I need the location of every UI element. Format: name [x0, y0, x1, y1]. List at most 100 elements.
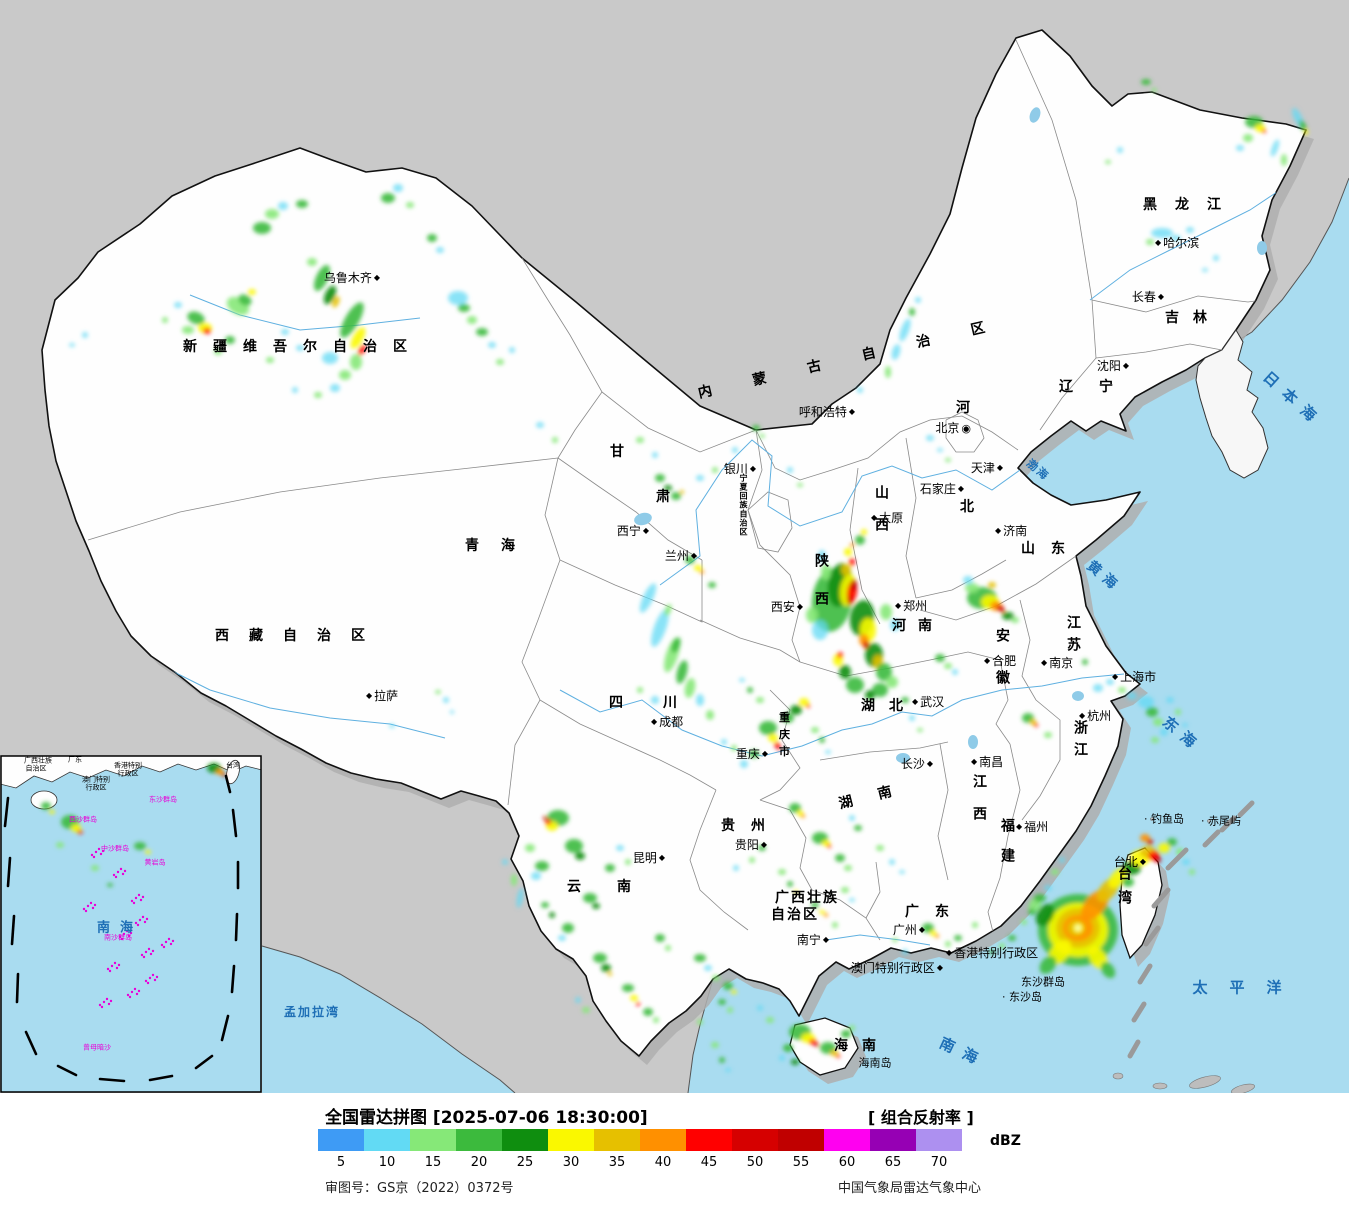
- radar-echo: [664, 485, 672, 491]
- radar-echo: [340, 302, 364, 338]
- radar-echo: [782, 713, 794, 723]
- radar-echo: [731, 990, 737, 994]
- radar-echo: [847, 595, 853, 605]
- radar-echo: [1001, 609, 1005, 613]
- scale-value: 5: [336, 1155, 346, 1170]
- radar-echo: [1011, 617, 1019, 623]
- inset-frame: [0, 755, 262, 1093]
- scale-value: 35: [608, 1155, 626, 1170]
- scale-value: 45: [700, 1155, 718, 1170]
- radar-echo: [850, 543, 854, 547]
- radar-echo: [915, 297, 921, 303]
- reef-mark: [169, 942, 173, 946]
- radar-echo: [806, 704, 810, 708]
- reef-mark: [138, 918, 142, 922]
- reef-mark: [136, 923, 140, 927]
- radar-echo: [265, 209, 279, 219]
- radar-echo: [1044, 885, 1052, 891]
- radar-echo: [846, 677, 864, 693]
- radar-echo: [145, 850, 151, 854]
- scale-cell: 45: [686, 1129, 732, 1170]
- radar-echo: [82, 332, 88, 338]
- radar-echo: [790, 705, 802, 715]
- radar-echo: [839, 665, 851, 679]
- reef-mark: [130, 899, 134, 903]
- radar-echo: [536, 422, 544, 428]
- radar-echo: [718, 999, 726, 1005]
- radar-echo: [49, 810, 55, 814]
- radar-echo: [747, 687, 753, 693]
- radar-echo: [899, 870, 905, 874]
- radar-echo: [458, 304, 470, 312]
- radar-echo: [107, 883, 113, 887]
- radar-echo: [358, 344, 366, 356]
- radar-echo: [836, 1054, 840, 1058]
- radar-echo: [1059, 857, 1065, 863]
- reef-mark: [113, 961, 117, 965]
- radar-echo: [694, 954, 706, 962]
- radar-echo: [768, 734, 778, 742]
- radar-echo: [945, 941, 951, 947]
- reef-mark: [145, 917, 149, 921]
- radar-echo: [697, 1019, 703, 1025]
- radar-echo: [1075, 925, 1081, 931]
- reef-mark: [160, 943, 164, 947]
- radar-echo: [811, 902, 819, 908]
- radar-echo: [575, 852, 585, 860]
- radar-echo: [575, 997, 581, 1003]
- radar-echo: [902, 949, 908, 955]
- radar-echo: [1138, 696, 1154, 708]
- reef-mark: [162, 945, 166, 949]
- radar-echo: [922, 923, 934, 933]
- radar-echo: [989, 950, 995, 954]
- radar-echo: [876, 663, 892, 681]
- radar-echo: [531, 872, 541, 880]
- radar-echo: [740, 760, 748, 768]
- radar-echo: [296, 200, 308, 208]
- radar-echo: [901, 697, 909, 703]
- scale-value: 60: [838, 1155, 856, 1170]
- radar-echo: [876, 845, 884, 851]
- scale-cell: 70: [916, 1129, 962, 1170]
- radar-echo: [1117, 147, 1123, 153]
- island-chain-dash: [1137, 963, 1153, 985]
- radar-echo: [1118, 687, 1126, 693]
- reef-mark: [114, 875, 118, 879]
- product-label: [ 组合反射率 ]: [868, 1108, 974, 1127]
- radar-echo: [1035, 903, 1055, 927]
- dbz-unit-label: dBZ: [990, 1133, 1021, 1149]
- scale-swatch: [594, 1129, 640, 1151]
- radar-echo: [935, 934, 939, 938]
- radar-echo: [945, 458, 951, 462]
- scale-cell: 60: [824, 1129, 870, 1170]
- color-scale: 5 10 15 20 25 30 35 40 45 50 55 60 65 70: [318, 1129, 962, 1170]
- radar-echo: [448, 291, 468, 305]
- island-chain-dash: [1237, 800, 1255, 818]
- radar-echo: [700, 570, 704, 574]
- south-china-sea-inset: [0, 755, 262, 1093]
- scale-cell: 15: [410, 1129, 456, 1170]
- russia-coastline: [1221, 177, 1349, 351]
- radar-echo: [835, 854, 845, 862]
- reef-mark: [130, 990, 134, 994]
- inset-island-marks: [82, 847, 175, 1009]
- radar-echo: [436, 247, 444, 253]
- scale-value: 65: [884, 1155, 902, 1170]
- reef-mark: [127, 934, 131, 938]
- radar-echo: [732, 447, 738, 453]
- radar-echo: [694, 565, 702, 571]
- radar-echo: [885, 366, 891, 378]
- radar-echo: [350, 327, 366, 349]
- legend-panel: 全国雷达拼图 [2025-07-06 18:30:00] [ 组合反射率 ] 5…: [0, 1093, 1349, 1208]
- nine-dash-segment: [224, 774, 232, 794]
- myanmar-coastline: [261, 945, 516, 1093]
- radar-echo: [443, 697, 449, 703]
- radar-echo: [1262, 129, 1266, 133]
- scale-value: 55: [792, 1155, 810, 1170]
- reef-mark: [98, 1003, 102, 1007]
- reef-mark: [129, 931, 133, 935]
- island-chain-dash: [1202, 829, 1221, 848]
- scale-swatch: [778, 1129, 824, 1151]
- scale-swatch: [916, 1129, 962, 1151]
- radar-echo: [880, 604, 892, 620]
